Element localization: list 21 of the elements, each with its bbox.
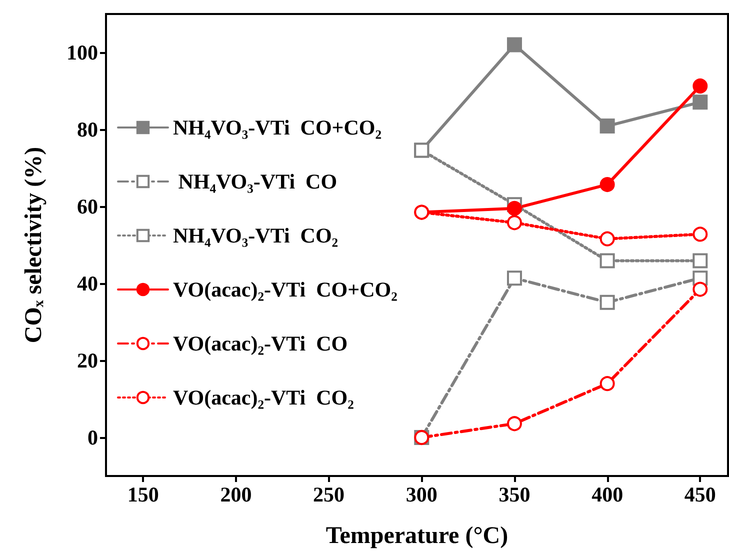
legend-label: NH₄VO₃-VTi CO	[173, 170, 338, 194]
x-tick-label: 450	[684, 482, 716, 506]
x-tick-label: 400	[592, 482, 624, 506]
x-tick-label: 250	[313, 482, 345, 506]
x-tick-label: 150	[127, 482, 159, 506]
x-tick-label: 350	[498, 482, 530, 506]
legend-label: VO(acac)₂-VTi CO+CO₂	[173, 278, 398, 302]
legend-label: VO(acac)₂-VTi CO₂	[173, 386, 354, 410]
y-tick-label: 40	[77, 272, 98, 296]
legend-label: NH₄VO₃-VTi CO+CO₂	[173, 116, 382, 140]
y-tick-label: 0	[88, 426, 98, 450]
y-tick-label: 20	[77, 348, 98, 372]
y-tick-label: 80	[77, 118, 98, 142]
y-tick-label: 100	[66, 40, 98, 64]
x-axis-title: Temperature (°C)	[326, 523, 508, 549]
legend-label: VO(acac)₂-VTi CO	[173, 332, 348, 356]
legend-label: NH₄VO₃-VTi CO₂	[173, 224, 338, 248]
y-tick-label: 60	[77, 194, 98, 218]
y-axis-title: COₓ selectivity (%)	[21, 146, 47, 344]
x-tick-label: 200	[220, 482, 252, 506]
x-tick-label: 300	[406, 482, 438, 506]
